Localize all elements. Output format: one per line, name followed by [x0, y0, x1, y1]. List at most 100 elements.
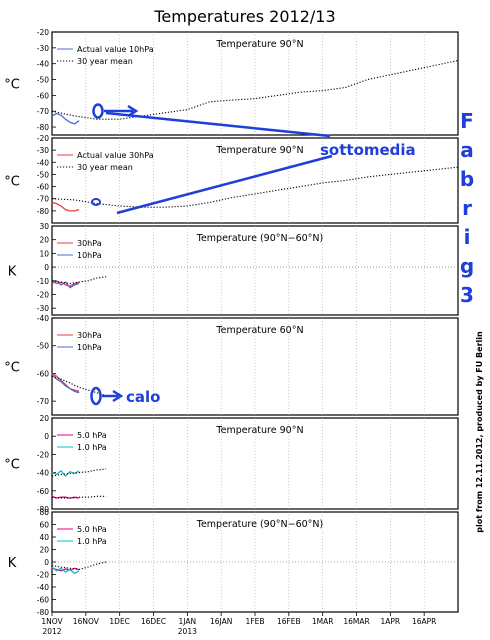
y-tick-label: 20 [39, 546, 49, 555]
series-line [51, 201, 80, 212]
signature-letter: b [460, 167, 474, 191]
y-tick-label: -50 [37, 170, 49, 179]
y-tick-label: 0 [44, 558, 49, 567]
series-line [51, 561, 107, 571]
y-tick-label: -80 [37, 123, 49, 132]
y-tick-label: 0 [44, 432, 49, 441]
y-axis-label: °C [4, 175, 20, 190]
annotation-line [116, 154, 333, 215]
signature-letter: 3 [460, 283, 474, 307]
panel-1: -80 -70 -60 -50 -40 -30 -20 °C Temperature 90°N A… [4, 28, 459, 136]
credit-label: plot from 12.11.2012, produced by FU Ber… [475, 331, 484, 533]
series-line [51, 279, 80, 289]
annotation-circle [91, 198, 101, 206]
y-tick-label: -40 [37, 583, 49, 592]
x-tick-label: 16FEB [277, 617, 301, 626]
x-tick-label: 1MAR [312, 617, 334, 626]
series-line [51, 567, 80, 572]
legend-label: Actual value 30hPa [77, 151, 154, 160]
legend-label: 1.0 hPa [77, 537, 107, 546]
y-tick-label: -60 [37, 487, 49, 496]
series-line [51, 469, 80, 478]
series-line [51, 280, 80, 287]
y-tick-label: -40 [37, 469, 49, 478]
y-tick-label: 20 [39, 414, 49, 423]
series-line [51, 112, 80, 125]
panel-3: -30 -20 -10 0 10 20 30 K Temperature (90°N−60°N)… [8, 222, 459, 316]
y-axis-label: K [8, 265, 17, 280]
y-axis-label: °C [4, 361, 20, 376]
y-tick-label: -60 [37, 596, 49, 605]
y-tick-label: -40 [37, 158, 49, 167]
legend-label: 30hPa [77, 331, 102, 340]
series-line [51, 375, 107, 397]
panel-title: Temperature 90°N [215, 145, 303, 156]
annotation-line [105, 111, 331, 138]
signature-letter: i [464, 225, 471, 249]
panel-5: -80 -60 -40 -20 0 20 °C Temperature 90°N 5.0 hPa… [4, 414, 459, 514]
legend-label: 5.0 hPa [77, 431, 107, 440]
panel-frame [51, 225, 459, 316]
x-tick-label: 1DEC [109, 617, 130, 626]
y-tick-label: -20 [37, 28, 49, 37]
legend-label: 1.0 hPa [77, 443, 107, 452]
signature-letter: g [460, 254, 474, 278]
legend-label: 30hPa [77, 239, 102, 248]
annotation-arrowhead [112, 389, 124, 403]
y-tick-label: -30 [37, 44, 49, 53]
y-tick-label: -40 [37, 314, 49, 323]
panel-title: Temperature 60°N [215, 325, 303, 336]
y-tick-label: -30 [37, 304, 49, 313]
panel-title: Temperature 90°N [215, 425, 303, 436]
y-tick-label: -60 [37, 183, 49, 192]
panel-title: Temperature (90°N−60°N) [196, 519, 323, 530]
y-tick-label: -60 [37, 369, 49, 378]
y-tick-label: -20 [37, 571, 49, 580]
y-tick-label: -70 [37, 397, 49, 406]
y-tick-label: -70 [37, 195, 49, 204]
y-axis-label: °C [4, 78, 20, 93]
x-tick-label: 16DEC [141, 617, 166, 626]
annotation-circle [92, 103, 104, 119]
signature-letter: r [462, 196, 472, 220]
x-tick-label: 1FEB [246, 617, 265, 626]
series-line [51, 372, 80, 393]
y-tick-label: -40 [37, 60, 49, 69]
series-line [51, 495, 80, 499]
x-tick-label: 1JAN [179, 617, 197, 626]
legend-label: Actual value 10hPa [77, 45, 154, 54]
annotation-label: sottomedia [320, 141, 416, 159]
panel-title: Temperature (90°N−60°N) [196, 233, 323, 244]
y-tick-label: -60 [37, 91, 49, 100]
panel-4: -70 -60 -50 -40 °C Temperature 60°N 30hPa 10hPa [4, 314, 459, 416]
figure-title: Temperatures 2012/13 [153, 7, 335, 26]
y-tick-label: 60 [39, 521, 49, 530]
y-tick-label: 40 [39, 533, 49, 542]
y-tick-label: -80 [37, 608, 49, 617]
series-line [51, 495, 107, 499]
year-label: 2013 [178, 627, 197, 636]
x-tick-label: 16NOV [73, 617, 100, 626]
y-tick-label: -10 [37, 277, 49, 286]
panel-2: -80 -70 -60 -50 -40 -30 -20 °C Temperature 90°N A… [4, 134, 459, 224]
legend-label: 30 year mean [77, 163, 133, 172]
y-tick-label: -70 [37, 107, 49, 116]
legend-label: 5.0 hPa [77, 525, 107, 534]
x-tick-label: 16APR [412, 617, 436, 626]
series-line [51, 276, 107, 285]
y-tick-label: -50 [37, 342, 49, 351]
year-label: 2012 [42, 627, 61, 636]
legend-label: 30 year mean [77, 57, 133, 66]
y-tick-label: -20 [37, 134, 49, 143]
legend-label: 10hPa [77, 251, 102, 260]
y-tick-label: -50 [37, 76, 49, 85]
annotation-label: calo [126, 388, 160, 406]
panel-title: Temperature 90°N [215, 39, 303, 50]
y-tick-label: 80 [39, 508, 49, 517]
y-tick-label: 10 [39, 249, 49, 258]
signature-letter: a [460, 138, 474, 162]
y-tick-label: 0 [44, 263, 49, 272]
x-tick-label: 1NOV [41, 617, 63, 626]
y-tick-label: 30 [39, 222, 49, 231]
